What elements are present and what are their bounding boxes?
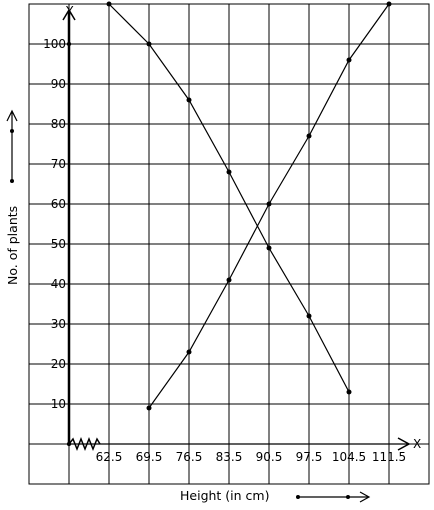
series-1-point bbox=[266, 245, 272, 251]
origin-point bbox=[66, 441, 72, 447]
x-tick-label: 69.5 bbox=[136, 450, 163, 464]
x-tick-label: 76.5 bbox=[176, 450, 203, 464]
series-2-point bbox=[346, 57, 352, 63]
x-tick-label: 104.5 bbox=[332, 450, 366, 464]
series-2-point bbox=[266, 201, 272, 207]
x-axis-arrow bbox=[397, 437, 411, 451]
x-tick-labels: 62.5 69.5 76.5 83.5 90.5 97.5 104.5 111.5 bbox=[96, 450, 407, 464]
x-tick-label: 62.5 bbox=[96, 450, 123, 464]
series-2-point bbox=[226, 277, 232, 283]
y-axis-arrow bbox=[62, 8, 76, 21]
x-tick-label: 90.5 bbox=[256, 450, 283, 464]
series-2-point bbox=[186, 349, 192, 355]
x-axis-letter: X bbox=[413, 437, 421, 451]
x-axis-label: Height (in cm) bbox=[180, 488, 269, 503]
series-2-point bbox=[386, 1, 392, 7]
series-2-point bbox=[306, 133, 312, 139]
y-direction-arrow-icon bbox=[6, 109, 18, 183]
x-direction-arrow-icon bbox=[296, 491, 371, 503]
series-1-point bbox=[186, 97, 192, 103]
grid bbox=[28, 3, 430, 484]
series-1-point bbox=[346, 389, 352, 395]
x-tick-label: 83.5 bbox=[216, 450, 243, 464]
y-tick-label: 100 bbox=[43, 37, 66, 51]
x-tick-label: 97.5 bbox=[296, 450, 323, 464]
y-axis-top-point bbox=[66, 41, 72, 47]
series-2-point bbox=[146, 405, 152, 411]
series bbox=[106, 1, 392, 411]
y-axis-label: No. of plants bbox=[5, 206, 20, 285]
axis-break-zigzag bbox=[68, 436, 101, 452]
series-1-point bbox=[146, 41, 152, 47]
x-tick-label: 111.5 bbox=[372, 450, 406, 464]
series-1-point bbox=[306, 313, 312, 319]
y-axis-letter: Y bbox=[65, 4, 74, 18]
series-1-point bbox=[226, 169, 232, 175]
series-1-point bbox=[106, 1, 112, 7]
